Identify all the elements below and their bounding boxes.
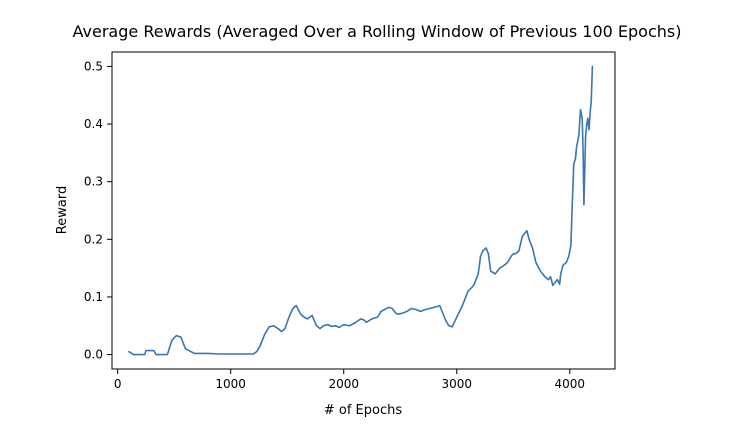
y-tick-label: 0.5 [84, 59, 103, 73]
x-tick-label: 1000 [215, 377, 246, 391]
y-tick-label: 0.4 [84, 117, 103, 131]
x-tick-label: 2000 [328, 377, 359, 391]
plot-frame [111, 51, 616, 370]
y-tick-label: 0.2 [84, 232, 103, 246]
x-axis-ticks: 0 1000 2000 3000 4000 [114, 369, 585, 391]
x-tick-label: 0 [114, 377, 122, 391]
y-axis-label: Reward [55, 186, 70, 234]
x-tick-label: 4000 [555, 377, 586, 391]
y-tick-label: 0.1 [84, 290, 103, 304]
chart-title: Average Rewards (Averaged Over a Rolling… [73, 22, 682, 41]
y-tick-label: 0.3 [84, 175, 103, 189]
y-tick-label: 0.0 [84, 348, 103, 362]
x-tick-label: 3000 [441, 377, 472, 391]
x-axis-label: # of Epochs [324, 403, 402, 418]
y-axis-ticks: 0.0 0.1 0.2 0.3 0.4 0.5 [84, 59, 112, 362]
series-line [128, 65, 594, 356]
